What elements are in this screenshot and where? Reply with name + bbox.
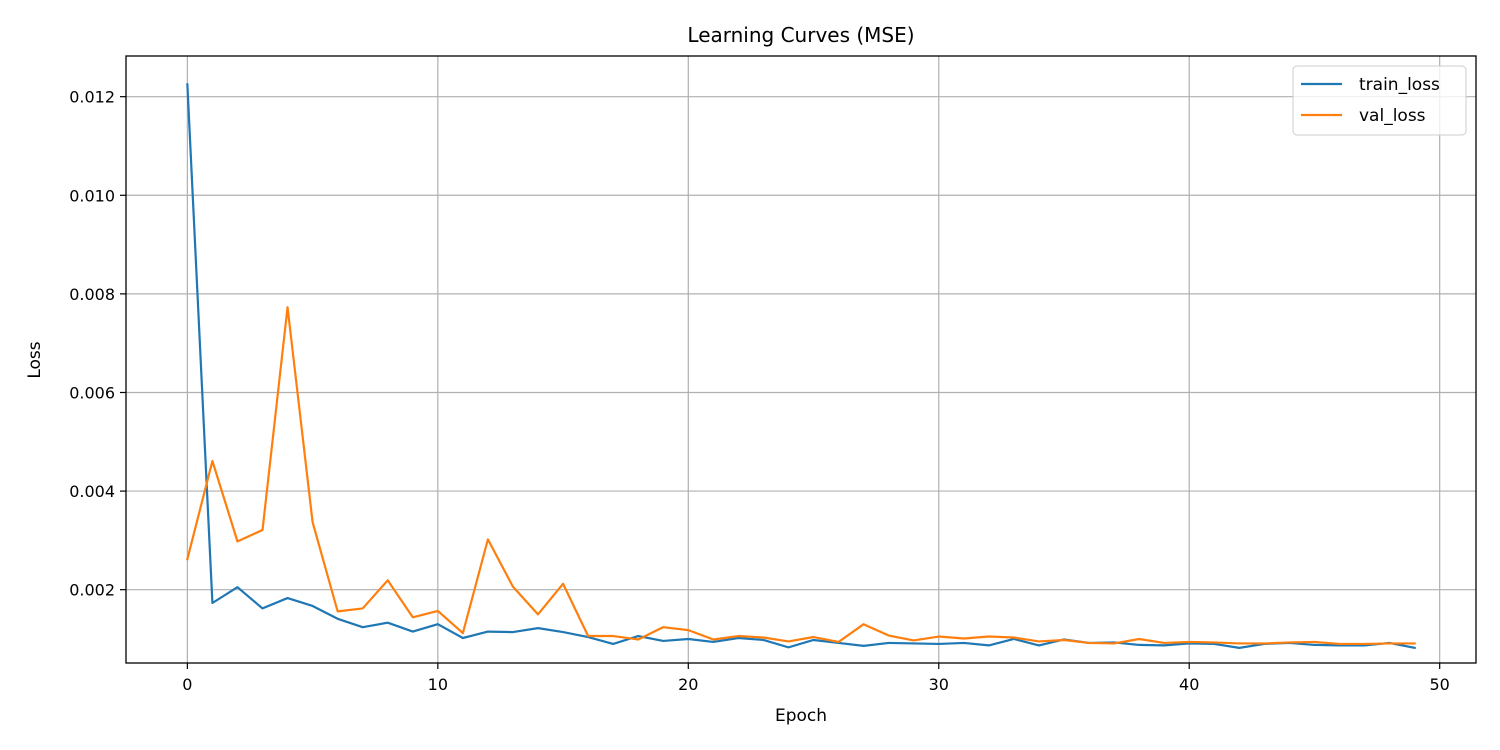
- y-tick-label: 0.004: [69, 482, 115, 501]
- series-line-train-loss: [186, 83, 1416, 650]
- y-tick-label: 0.008: [69, 285, 115, 304]
- y-axis-label: Loss: [25, 341, 45, 378]
- x-axis: 0 10 20 30 40 50: [182, 663, 1450, 694]
- legend-label-val-loss: val_loss: [1359, 106, 1426, 126]
- legend-label-train-loss: train_loss: [1359, 75, 1440, 95]
- series-layer: [186, 83, 1416, 650]
- y-tick-label: 0.010: [69, 186, 115, 205]
- x-tick-label: 0: [182, 675, 192, 694]
- x-tick-label: 40: [1179, 675, 1199, 694]
- y-tick-label: 0.012: [69, 88, 115, 107]
- y-tick-label: 0.002: [69, 581, 115, 600]
- plot-frame: [125, 55, 1477, 664]
- chart-title: Learning Curves (MSE): [687, 23, 914, 47]
- x-axis-label: Epoch: [775, 706, 827, 726]
- x-tick-label: 50: [1430, 675, 1450, 694]
- grid-layer: [126, 56, 1476, 663]
- x-tick-label: 30: [929, 675, 949, 694]
- x-tick-label: 20: [678, 675, 698, 694]
- x-tick-label: 10: [428, 675, 448, 694]
- y-tick-label: 0.006: [69, 383, 115, 402]
- series-line-val-loss: [186, 306, 1416, 646]
- legend: train_loss val_loss: [1292, 65, 1467, 136]
- y-axis: 0.002 0.004 0.006 0.008 0.010 0.012: [69, 88, 126, 600]
